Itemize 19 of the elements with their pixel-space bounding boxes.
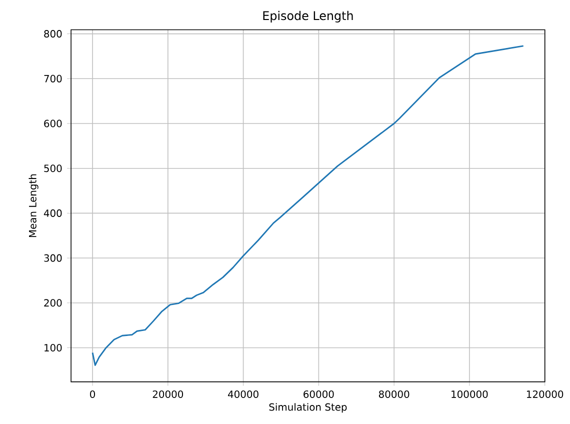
x-tick-label: 20000: [152, 390, 184, 398]
line-series: [92, 45, 524, 366]
x-axis-title: Simulation Step: [269, 403, 347, 413]
y-tick-label: 300: [44, 254, 62, 262]
y-tick-label: 500: [44, 164, 62, 172]
y-tick-label: 400: [44, 210, 62, 218]
x-tick-label: 0: [90, 390, 96, 398]
x-tick-label: 100000: [452, 390, 488, 398]
y-tick-label: 600: [44, 120, 62, 128]
x-tick-label: 60000: [304, 390, 334, 398]
x-tick-label: 80000: [378, 390, 410, 398]
y-tick-label: 100: [44, 344, 62, 352]
y-axis-title: Mean Length: [28, 174, 38, 238]
x-tick-label: 40000: [228, 390, 258, 398]
x-tick-label: 120000: [527, 390, 564, 398]
y-tick-label: 200: [44, 299, 62, 307]
y-tick-label: 800: [44, 30, 62, 38]
chart-title: Episode Length: [263, 11, 353, 23]
y-tick-label: 700: [44, 75, 62, 83]
